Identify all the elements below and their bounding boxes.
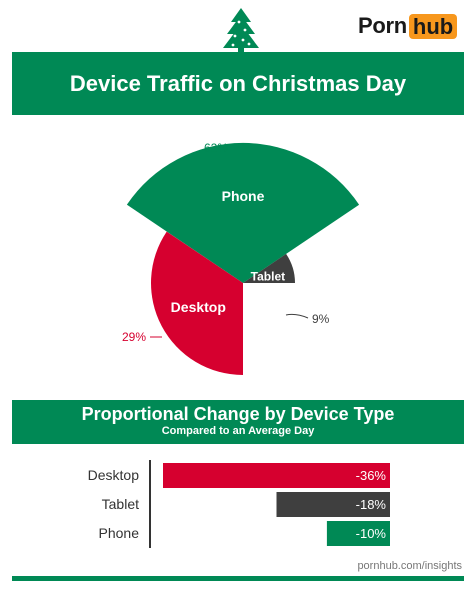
bar-category-desktop: Desktop — [88, 467, 140, 483]
bar-category-phone: Phone — [99, 525, 140, 541]
bar-value-phone: -10% — [356, 526, 387, 541]
pie-chart: Phone Tablet Desktop 62% 9% 29% — [122, 141, 360, 375]
pie-slice-tablet[interactable] — [243, 253, 295, 283]
pie-chart-title: Device Traffic on Christmas Day — [69, 71, 407, 96]
pie-value-desktop: 29% — [122, 330, 146, 344]
brand-logo-text: Porn — [358, 13, 407, 38]
pie-leader-phone — [232, 147, 243, 155]
bar-tablet[interactable] — [276, 492, 391, 517]
pie-label-tablet: Tablet — [251, 269, 285, 283]
bar-value-desktop: -36% — [356, 468, 387, 483]
brand-logo[interactable]: Porn hub — [358, 13, 458, 39]
bar-desktop[interactable] — [163, 463, 390, 488]
bar-phone[interactable] — [326, 521, 390, 546]
pie-title-banner: Device Traffic on Christmas Day — [12, 52, 464, 115]
pie-leader-tablet — [285, 313, 309, 319]
pie-value-tablet: 9% — [312, 312, 330, 326]
bar-chart-title: Proportional Change by Device Type — [81, 404, 395, 424]
bar-title-banner: Proportional Change by Device Type Compa… — [12, 400, 464, 444]
pie-slice-phone[interactable] — [126, 142, 360, 283]
pie-label-desktop: Desktop — [171, 299, 226, 315]
bar-chart: Desktop -36% Tablet -18% Phone -10% — [88, 460, 391, 548]
pie-value-phone: 62% — [204, 141, 228, 155]
source-credit[interactable]: pornhub.com/insights — [357, 560, 462, 572]
bar-category-tablet: Tablet — [102, 496, 139, 512]
christmas-tree-icon — [223, 8, 259, 53]
brand-logo-badge: hub — [408, 13, 458, 39]
pie-label-phone: Phone — [222, 188, 265, 204]
bar-chart-subtitle: Compared to an Average Day — [161, 425, 315, 437]
pie-slice-desktop[interactable] — [151, 231, 243, 375]
footer-divider — [12, 576, 464, 581]
bar-value-tablet: -18% — [356, 497, 387, 512]
